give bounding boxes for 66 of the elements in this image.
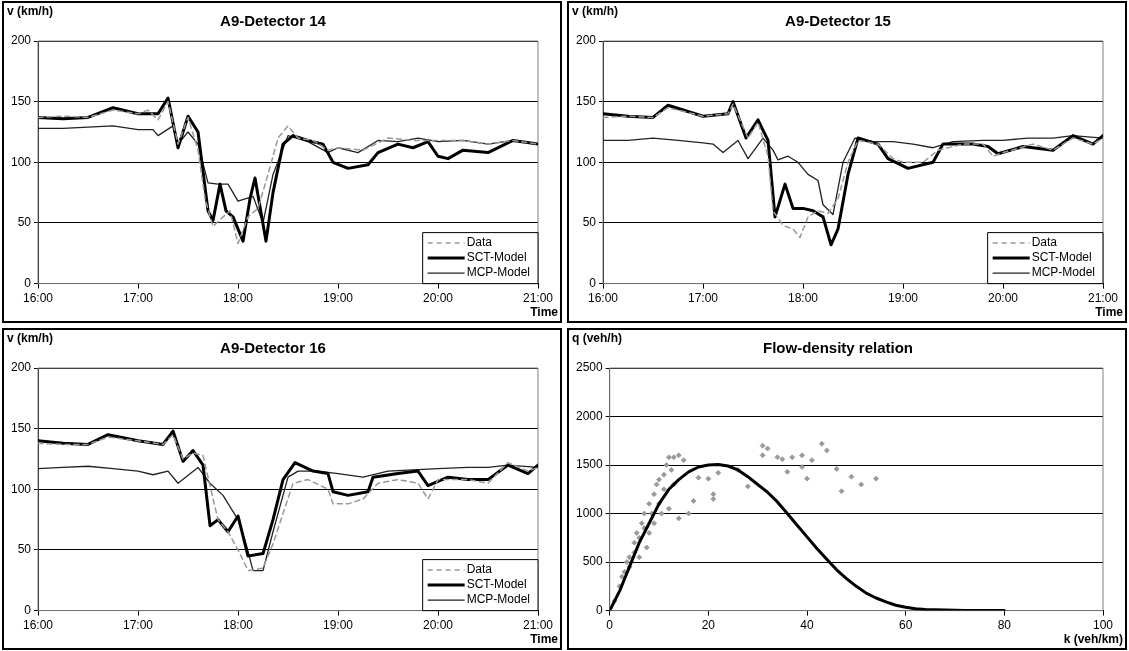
y-tick-label: 0 bbox=[24, 602, 32, 617]
legend-label: Data bbox=[466, 562, 493, 577]
y-tick-label: 2000 bbox=[575, 408, 604, 423]
legend-label: MCP-Model bbox=[466, 592, 531, 607]
x-axis-title: k (veh/km) bbox=[1063, 632, 1123, 647]
x-tick-label: 20 bbox=[701, 618, 716, 633]
x-tick-label: 16:00 bbox=[23, 291, 54, 306]
y-tick-label: 0 bbox=[24, 275, 32, 290]
x-tick-label: 20:00 bbox=[987, 291, 1019, 306]
legend-label: SCT-Model bbox=[1031, 250, 1092, 265]
chart-title: Flow-density relation bbox=[762, 339, 914, 357]
y-tick-label: 1000 bbox=[575, 505, 604, 520]
x-axis-title: Time bbox=[1095, 305, 1124, 320]
y-tick-label: 200 bbox=[10, 33, 32, 48]
x-tick-label: 16:00 bbox=[23, 618, 54, 633]
x-tick-label: 17:00 bbox=[123, 291, 154, 306]
x-tick-label: 21:00 bbox=[522, 618, 554, 633]
y-axis-title: v (km/h) bbox=[7, 4, 54, 19]
legend-label: MCP-Model bbox=[1031, 265, 1096, 280]
legend-label: MCP-Model bbox=[466, 265, 531, 280]
x-tick-label: 16:00 bbox=[588, 291, 619, 306]
y-axis-title: v (km/h) bbox=[572, 4, 619, 19]
y-tick-label: 50 bbox=[582, 215, 597, 230]
y-axis-title: q (veh/h) bbox=[572, 331, 622, 346]
y-tick-label: 50 bbox=[17, 542, 32, 557]
y-axis-title: v (km/h) bbox=[7, 331, 54, 346]
x-tick-label: 18:00 bbox=[788, 291, 819, 306]
x-axis-title: Time bbox=[530, 305, 559, 320]
y-tick-label: 150 bbox=[575, 93, 597, 108]
x-tick-label: 21:00 bbox=[1087, 291, 1119, 306]
x-tick-label: 17:00 bbox=[123, 618, 154, 633]
x-tick-label: 18:00 bbox=[223, 291, 254, 306]
y-tick-label: 150 bbox=[10, 93, 32, 108]
y-tick-label: 150 bbox=[10, 420, 32, 435]
y-tick-label: 2500 bbox=[575, 360, 604, 375]
x-tick-label: 20:00 bbox=[422, 291, 454, 306]
x-tick-label: 19:00 bbox=[887, 291, 919, 306]
legend-label: Data bbox=[466, 235, 493, 250]
x-tick-label: 60 bbox=[899, 618, 913, 633]
y-tick-label: 0 bbox=[589, 275, 597, 290]
y-tick-label: 1500 bbox=[575, 457, 604, 472]
x-tick-label: 18:00 bbox=[223, 618, 254, 633]
x-tick-label: 80 bbox=[997, 618, 1012, 633]
y-tick-label: 100 bbox=[575, 154, 597, 169]
x-tick-label: 21:00 bbox=[522, 291, 554, 306]
x-tick-label: 17:00 bbox=[688, 291, 719, 306]
y-tick-label: 0 bbox=[596, 602, 604, 617]
x-tick-label: 0 bbox=[606, 618, 614, 633]
x-tick-label: 40 bbox=[800, 618, 815, 633]
y-tick-label: 100 bbox=[10, 154, 32, 169]
legend-label: SCT-Model bbox=[466, 577, 527, 592]
y-tick-label: 50 bbox=[17, 215, 32, 230]
y-tick-label: 500 bbox=[582, 554, 604, 569]
x-tick-label: 19:00 bbox=[322, 618, 354, 633]
legend-label: SCT-Model bbox=[466, 250, 527, 265]
x-axis-title: Time bbox=[530, 632, 559, 647]
chart-title: A9-Detector 16 bbox=[220, 339, 326, 357]
y-tick-label: 100 bbox=[10, 481, 32, 496]
y-tick-label: 200 bbox=[575, 33, 597, 48]
chart-title: A9-Detector 14 bbox=[220, 12, 327, 30]
chart-title: A9-Detector 15 bbox=[785, 12, 891, 30]
y-tick-label: 200 bbox=[10, 360, 32, 375]
x-tick-label: 20:00 bbox=[422, 618, 454, 633]
x-tick-label: 100 bbox=[1092, 618, 1114, 633]
x-tick-label: 19:00 bbox=[322, 291, 354, 306]
legend-label: Data bbox=[1031, 235, 1058, 250]
